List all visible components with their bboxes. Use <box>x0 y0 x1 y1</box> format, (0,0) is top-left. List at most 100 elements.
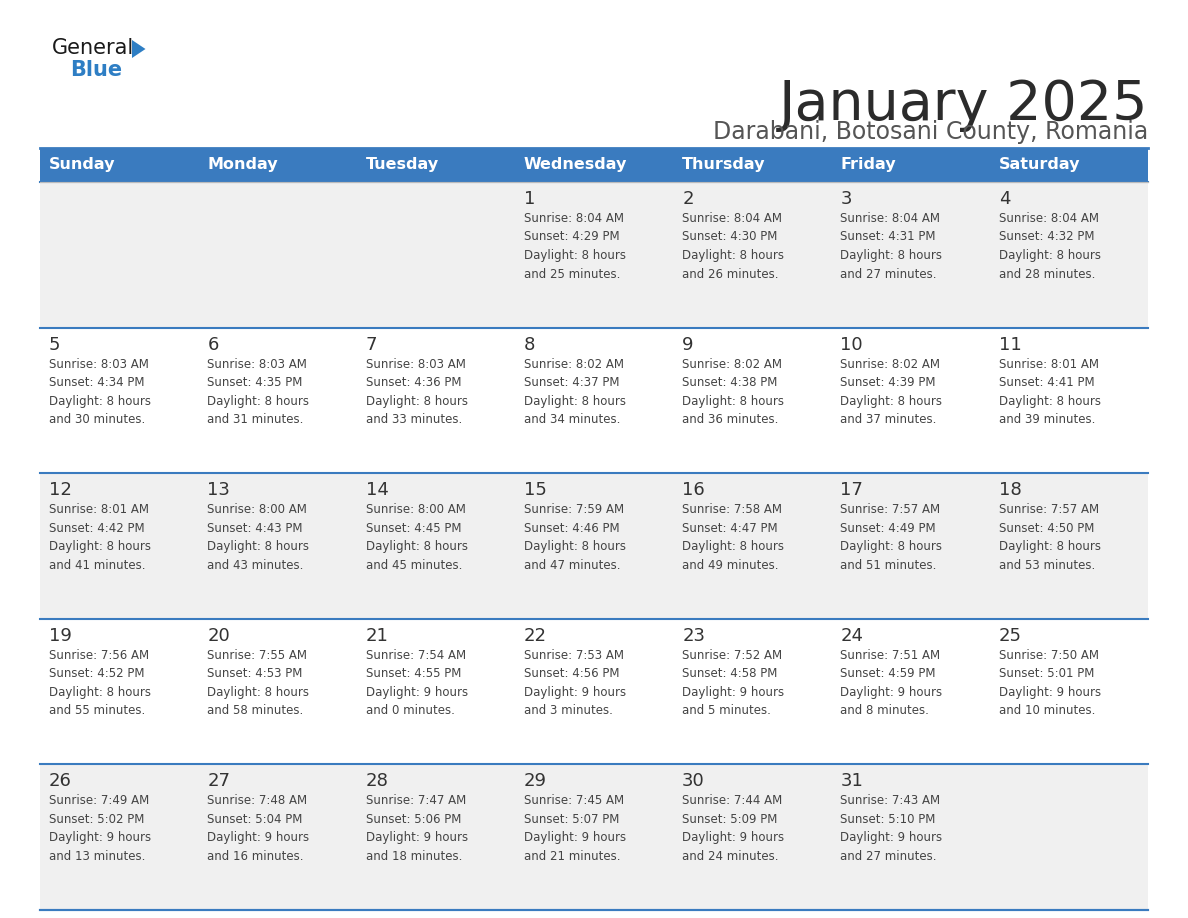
Bar <box>990 619 1148 765</box>
Text: Sunrise: 8:00 AM
Sunset: 4:45 PM
Daylight: 8 hours
and 45 minutes.: Sunrise: 8:00 AM Sunset: 4:45 PM Dayligh… <box>366 503 468 572</box>
Bar <box>40 765 198 910</box>
Text: 17: 17 <box>840 481 864 499</box>
Text: Sunrise: 8:04 AM
Sunset: 4:31 PM
Daylight: 8 hours
and 27 minutes.: Sunrise: 8:04 AM Sunset: 4:31 PM Dayligh… <box>840 212 942 281</box>
Bar <box>356 328 514 473</box>
Bar <box>832 148 990 182</box>
Bar <box>198 148 356 182</box>
Text: 5: 5 <box>49 336 61 353</box>
Text: 12: 12 <box>49 481 72 499</box>
Text: 13: 13 <box>207 481 230 499</box>
Bar <box>40 619 198 765</box>
Text: Sunrise: 7:43 AM
Sunset: 5:10 PM
Daylight: 9 hours
and 27 minutes.: Sunrise: 7:43 AM Sunset: 5:10 PM Dayligh… <box>840 794 942 863</box>
Text: Sunrise: 8:01 AM
Sunset: 4:41 PM
Daylight: 8 hours
and 39 minutes.: Sunrise: 8:01 AM Sunset: 4:41 PM Dayligh… <box>999 358 1101 426</box>
Bar <box>990 148 1148 182</box>
Bar <box>356 619 514 765</box>
Text: Sunrise: 8:02 AM
Sunset: 4:38 PM
Daylight: 8 hours
and 36 minutes.: Sunrise: 8:02 AM Sunset: 4:38 PM Dayligh… <box>682 358 784 426</box>
Text: Sunrise: 8:04 AM
Sunset: 4:29 PM
Daylight: 8 hours
and 25 minutes.: Sunrise: 8:04 AM Sunset: 4:29 PM Dayligh… <box>524 212 626 281</box>
Text: Sunday: Sunday <box>49 158 115 173</box>
Bar <box>514 328 674 473</box>
Text: Friday: Friday <box>840 158 896 173</box>
Text: Sunrise: 7:51 AM
Sunset: 4:59 PM
Daylight: 9 hours
and 8 minutes.: Sunrise: 7:51 AM Sunset: 4:59 PM Dayligh… <box>840 649 942 717</box>
Bar <box>674 148 832 182</box>
Text: Sunrise: 7:55 AM
Sunset: 4:53 PM
Daylight: 8 hours
and 58 minutes.: Sunrise: 7:55 AM Sunset: 4:53 PM Dayligh… <box>207 649 309 717</box>
Text: 1: 1 <box>524 190 536 208</box>
Text: 14: 14 <box>366 481 388 499</box>
Text: 10: 10 <box>840 336 862 353</box>
Text: Sunrise: 8:03 AM
Sunset: 4:35 PM
Daylight: 8 hours
and 31 minutes.: Sunrise: 8:03 AM Sunset: 4:35 PM Dayligh… <box>207 358 309 426</box>
Text: 31: 31 <box>840 772 864 790</box>
Text: 2: 2 <box>682 190 694 208</box>
Text: 7: 7 <box>366 336 377 353</box>
Text: Sunrise: 8:00 AM
Sunset: 4:43 PM
Daylight: 8 hours
and 43 minutes.: Sunrise: 8:00 AM Sunset: 4:43 PM Dayligh… <box>207 503 309 572</box>
Text: Sunrise: 7:49 AM
Sunset: 5:02 PM
Daylight: 9 hours
and 13 minutes.: Sunrise: 7:49 AM Sunset: 5:02 PM Dayligh… <box>49 794 151 863</box>
Bar <box>674 473 832 619</box>
Bar <box>832 182 990 328</box>
Bar <box>674 619 832 765</box>
Text: Sunrise: 7:57 AM
Sunset: 4:50 PM
Daylight: 8 hours
and 53 minutes.: Sunrise: 7:57 AM Sunset: 4:50 PM Dayligh… <box>999 503 1101 572</box>
Bar <box>198 328 356 473</box>
Bar <box>514 619 674 765</box>
Bar <box>832 473 990 619</box>
Bar <box>40 473 198 619</box>
Text: Sunrise: 7:59 AM
Sunset: 4:46 PM
Daylight: 8 hours
and 47 minutes.: Sunrise: 7:59 AM Sunset: 4:46 PM Dayligh… <box>524 503 626 572</box>
Text: Sunrise: 7:56 AM
Sunset: 4:52 PM
Daylight: 8 hours
and 55 minutes.: Sunrise: 7:56 AM Sunset: 4:52 PM Dayligh… <box>49 649 151 717</box>
Text: Sunrise: 8:02 AM
Sunset: 4:39 PM
Daylight: 8 hours
and 37 minutes.: Sunrise: 8:02 AM Sunset: 4:39 PM Dayligh… <box>840 358 942 426</box>
Bar <box>514 182 674 328</box>
Bar <box>832 765 990 910</box>
Bar <box>198 182 356 328</box>
Text: 3: 3 <box>840 190 852 208</box>
Text: 26: 26 <box>49 772 72 790</box>
Text: Sunrise: 8:02 AM
Sunset: 4:37 PM
Daylight: 8 hours
and 34 minutes.: Sunrise: 8:02 AM Sunset: 4:37 PM Dayligh… <box>524 358 626 426</box>
Text: Sunrise: 7:53 AM
Sunset: 4:56 PM
Daylight: 9 hours
and 3 minutes.: Sunrise: 7:53 AM Sunset: 4:56 PM Dayligh… <box>524 649 626 717</box>
Bar <box>356 148 514 182</box>
Polygon shape <box>132 40 145 58</box>
Text: Thursday: Thursday <box>682 158 765 173</box>
Text: 4: 4 <box>999 190 1010 208</box>
Bar <box>832 619 990 765</box>
Text: Tuesday: Tuesday <box>366 158 438 173</box>
Text: Sunrise: 8:03 AM
Sunset: 4:34 PM
Daylight: 8 hours
and 30 minutes.: Sunrise: 8:03 AM Sunset: 4:34 PM Dayligh… <box>49 358 151 426</box>
Text: 16: 16 <box>682 481 704 499</box>
Text: 19: 19 <box>49 627 72 644</box>
Text: Sunrise: 7:57 AM
Sunset: 4:49 PM
Daylight: 8 hours
and 51 minutes.: Sunrise: 7:57 AM Sunset: 4:49 PM Dayligh… <box>840 503 942 572</box>
Text: Sunrise: 7:48 AM
Sunset: 5:04 PM
Daylight: 9 hours
and 16 minutes.: Sunrise: 7:48 AM Sunset: 5:04 PM Dayligh… <box>207 794 309 863</box>
Bar <box>990 473 1148 619</box>
Text: Sunrise: 8:04 AM
Sunset: 4:32 PM
Daylight: 8 hours
and 28 minutes.: Sunrise: 8:04 AM Sunset: 4:32 PM Dayligh… <box>999 212 1101 281</box>
Text: Sunrise: 7:52 AM
Sunset: 4:58 PM
Daylight: 9 hours
and 5 minutes.: Sunrise: 7:52 AM Sunset: 4:58 PM Dayligh… <box>682 649 784 717</box>
Bar <box>198 619 356 765</box>
Text: 15: 15 <box>524 481 546 499</box>
Bar <box>40 328 198 473</box>
Text: Saturday: Saturday <box>999 158 1080 173</box>
Bar <box>198 473 356 619</box>
Text: Monday: Monday <box>207 158 278 173</box>
Bar <box>990 182 1148 328</box>
Bar <box>356 765 514 910</box>
Text: 28: 28 <box>366 772 388 790</box>
Bar <box>832 328 990 473</box>
Text: 21: 21 <box>366 627 388 644</box>
Text: 24: 24 <box>840 627 864 644</box>
Bar <box>40 182 198 328</box>
Text: 9: 9 <box>682 336 694 353</box>
Text: Sunrise: 8:04 AM
Sunset: 4:30 PM
Daylight: 8 hours
and 26 minutes.: Sunrise: 8:04 AM Sunset: 4:30 PM Dayligh… <box>682 212 784 281</box>
Text: 18: 18 <box>999 481 1022 499</box>
Text: 25: 25 <box>999 627 1022 644</box>
Bar <box>514 473 674 619</box>
Text: Blue: Blue <box>70 60 122 80</box>
Bar <box>674 182 832 328</box>
Text: Sunrise: 7:47 AM
Sunset: 5:06 PM
Daylight: 9 hours
and 18 minutes.: Sunrise: 7:47 AM Sunset: 5:06 PM Dayligh… <box>366 794 468 863</box>
Text: Sunrise: 7:50 AM
Sunset: 5:01 PM
Daylight: 9 hours
and 10 minutes.: Sunrise: 7:50 AM Sunset: 5:01 PM Dayligh… <box>999 649 1101 717</box>
Text: 23: 23 <box>682 627 706 644</box>
Text: 6: 6 <box>207 336 219 353</box>
Text: Sunrise: 7:54 AM
Sunset: 4:55 PM
Daylight: 9 hours
and 0 minutes.: Sunrise: 7:54 AM Sunset: 4:55 PM Dayligh… <box>366 649 468 717</box>
Bar <box>514 148 674 182</box>
Text: January 2025: January 2025 <box>778 78 1148 132</box>
Bar <box>674 765 832 910</box>
Bar <box>356 182 514 328</box>
Text: Sunrise: 7:44 AM
Sunset: 5:09 PM
Daylight: 9 hours
and 24 minutes.: Sunrise: 7:44 AM Sunset: 5:09 PM Dayligh… <box>682 794 784 863</box>
Bar <box>40 148 198 182</box>
Text: 20: 20 <box>207 627 230 644</box>
Bar <box>990 765 1148 910</box>
Text: 11: 11 <box>999 336 1022 353</box>
Text: 8: 8 <box>524 336 536 353</box>
